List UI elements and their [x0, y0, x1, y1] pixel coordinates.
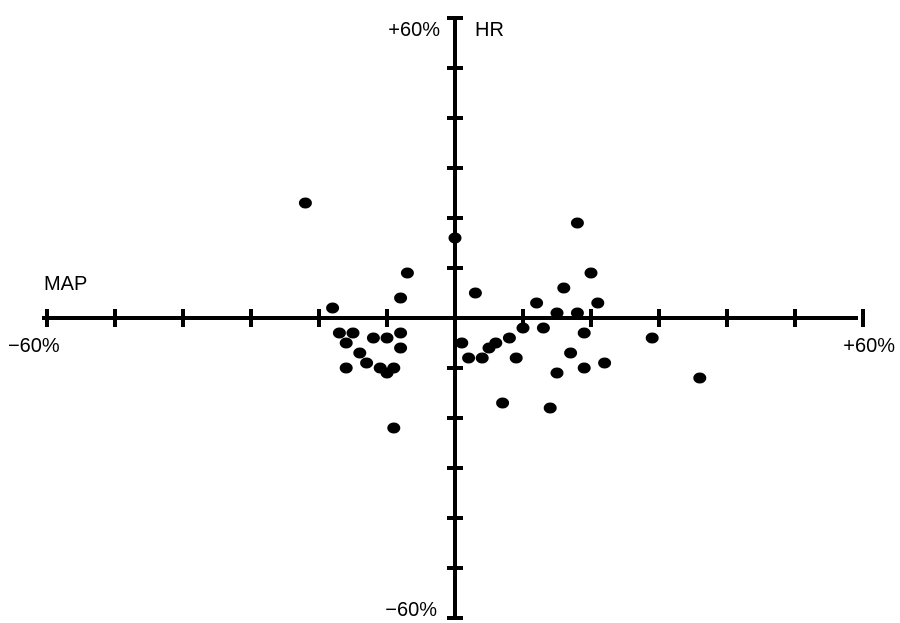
data-point [400, 267, 414, 279]
data-point [332, 327, 346, 339]
data-point [496, 397, 510, 409]
data-points [298, 197, 707, 434]
data-point [448, 232, 462, 244]
x-tick-label-max: +60% [843, 335, 895, 357]
data-point [468, 287, 482, 299]
data-point [557, 282, 571, 294]
data-point [591, 297, 605, 309]
data-point [353, 347, 367, 359]
data-point [550, 307, 564, 319]
data-point [387, 422, 401, 434]
data-point [502, 332, 516, 344]
data-point [366, 332, 380, 344]
data-point [339, 337, 353, 349]
data-point [387, 362, 401, 374]
y-axis-label: HR [475, 19, 504, 41]
data-point [536, 322, 550, 334]
data-point [577, 327, 591, 339]
data-point [380, 332, 394, 344]
data-point [645, 332, 659, 344]
data-point [346, 327, 360, 339]
data-point [564, 347, 578, 359]
data-point [543, 402, 557, 414]
data-point [577, 362, 591, 374]
data-point [339, 362, 353, 374]
data-point [360, 357, 374, 369]
tick-marks [45, 16, 865, 620]
axes [42, 17, 858, 617]
y-tick-label-min: −60% [385, 599, 437, 621]
data-point [394, 342, 408, 354]
data-point [455, 337, 469, 349]
data-point [462, 352, 476, 364]
data-point [570, 217, 584, 229]
data-point [584, 267, 598, 279]
data-point [475, 352, 489, 364]
x-tick-label-min: −60% [8, 335, 60, 357]
data-point [489, 337, 503, 349]
data-point [509, 352, 523, 364]
data-point [394, 292, 408, 304]
data-point [326, 302, 340, 314]
data-point [530, 297, 544, 309]
data-point [570, 307, 584, 319]
data-point [394, 327, 408, 339]
data-point [693, 372, 707, 384]
data-point [298, 197, 312, 209]
y-tick-label-max: +60% [388, 19, 440, 41]
data-point [516, 322, 530, 334]
data-point [598, 357, 612, 369]
data-point [550, 367, 564, 379]
x-axis-label: MAP [44, 273, 87, 295]
